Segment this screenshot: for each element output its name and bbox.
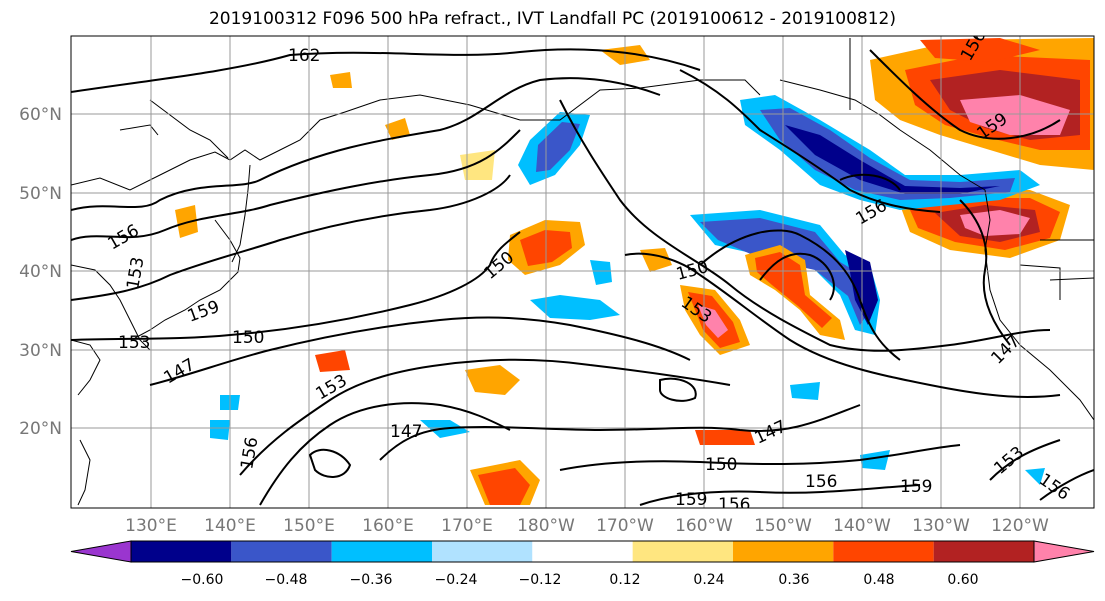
colorbar-tick-labels: −0.60 −0.48 −0.36 −0.24 −0.12 0.12 0.24 … xyxy=(181,572,979,588)
lon-label: 120°W xyxy=(991,516,1049,536)
lat-label: 20°N xyxy=(19,419,62,439)
lon-label: 170°W xyxy=(596,516,654,536)
colorbar-tick-label: −0.36 xyxy=(350,572,393,588)
colorbar-cell xyxy=(933,541,1034,562)
colorbar-cell xyxy=(331,541,432,562)
colorbar-cell xyxy=(432,541,533,562)
lon-label: 140°E xyxy=(204,516,256,536)
colorbar-tick-label: 0.60 xyxy=(947,572,978,588)
colorbar-tick-label: 0.12 xyxy=(609,572,640,588)
contour-label: 150 xyxy=(232,328,264,348)
lon-label: 130°W xyxy=(912,516,970,536)
colorbar-tick-label: 0.36 xyxy=(778,572,809,588)
latitude-labels: 60°N 50°N 40°N 30°N 20°N xyxy=(19,105,62,439)
colorbar-cell xyxy=(733,541,834,562)
colorbar-cell xyxy=(532,541,633,562)
colorbar-tick-label: −0.12 xyxy=(519,572,562,588)
map-panel: 162 156 153 159 150 153 147 150 153 147 … xyxy=(71,36,1094,515)
contour-label: 159 xyxy=(900,477,932,497)
colorbar-frame xyxy=(130,540,1035,563)
lat-label: 30°N xyxy=(19,341,62,361)
colorbar: −0.60 −0.48 −0.36 −0.24 −0.12 0.12 0.24 … xyxy=(70,540,1095,588)
colorbar-extend-min xyxy=(70,540,132,563)
contour-label: 162 xyxy=(288,46,320,66)
contour-label: 153 xyxy=(118,333,150,353)
lon-label: 160°W xyxy=(675,516,733,536)
contour-label: 159 xyxy=(675,490,707,510)
figure-title: 2019100312 F096 500 hPa refract., IVT La… xyxy=(208,9,896,29)
contour-label: 147 xyxy=(390,422,422,442)
lon-label: 150°E xyxy=(283,516,335,536)
lon-label: 140°W xyxy=(833,516,891,536)
contour-label: 156 xyxy=(718,495,750,515)
colorbar-tick-label: −0.48 xyxy=(265,572,308,588)
height-contours xyxy=(71,48,1094,506)
contour-labels: 162 156 153 159 150 153 147 150 153 147 … xyxy=(105,36,1074,515)
longitude-labels: 130°E 140°E 150°E 160°E 170°E 180°W 170°… xyxy=(125,516,1049,536)
colorbar-cell xyxy=(131,541,232,562)
colorbar-cell xyxy=(632,541,733,562)
lon-label: 160°E xyxy=(362,516,414,536)
lat-label: 60°N xyxy=(19,105,62,125)
map-frame xyxy=(70,35,1095,509)
lon-label: 180°W xyxy=(517,516,575,536)
lat-label: 50°N xyxy=(19,184,62,204)
colorbar-tick-label: −0.24 xyxy=(435,572,478,588)
lon-label: 130°E xyxy=(125,516,177,536)
lon-label: 150°W xyxy=(754,516,812,536)
colorbar-extend-max xyxy=(1033,540,1095,563)
lon-label: 170°E xyxy=(441,516,493,536)
colorbar-tick-label: −0.60 xyxy=(181,572,224,588)
colorbar-cell xyxy=(833,541,934,562)
contour-label: 150 xyxy=(705,455,737,475)
colorbar-tick-label: 0.24 xyxy=(693,572,724,588)
colorbar-tick-label: 0.48 xyxy=(863,572,894,588)
coastlines xyxy=(71,38,1094,506)
colorbar-cell xyxy=(231,541,332,562)
contour-label: 156 xyxy=(805,472,837,492)
shaded-field xyxy=(175,38,1094,505)
lat-label: 40°N xyxy=(19,262,62,282)
gridlines xyxy=(71,36,1094,508)
